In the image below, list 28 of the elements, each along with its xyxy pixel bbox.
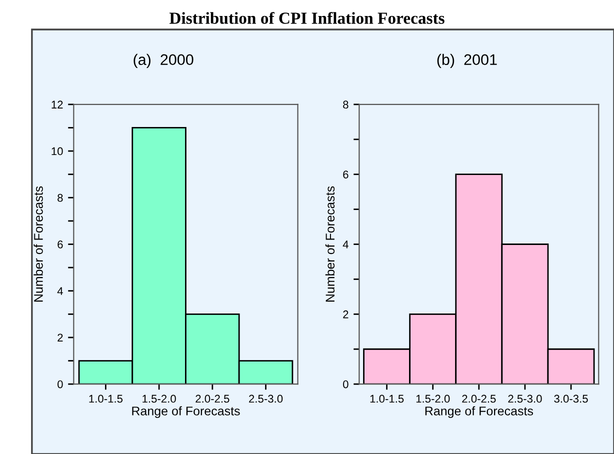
x-tick-label: 2.5-3.0 xyxy=(249,394,283,403)
x-tick-label: 3.0-3.5 xyxy=(554,394,588,403)
y-tick-label: 0 xyxy=(58,380,63,388)
x-tick-label: 2.0-2.5 xyxy=(462,394,496,403)
x-axis-title: Range of Forecasts xyxy=(132,406,240,418)
y-tick-label: 12 xyxy=(52,100,63,108)
x-tick-label: 1.0-1.5 xyxy=(89,394,123,403)
chart-subtitle: (a) 2000 xyxy=(134,54,194,68)
y-tick-label: 0 xyxy=(343,380,348,388)
chart-title: Distribution of CPI Inflation Forecasts xyxy=(169,12,444,24)
x-tick-label: 1.5-2.0 xyxy=(416,394,450,403)
y-tick-label: 6 xyxy=(58,240,63,248)
y-axis-title: Number of Forecasts xyxy=(325,186,335,302)
y-axis-title: Number of Forecasts xyxy=(34,186,43,302)
chart-subtitle: (b) 2001 xyxy=(437,54,497,68)
x-tick-label: 1.5-2.0 xyxy=(142,394,176,403)
y-tick-label: 8 xyxy=(58,194,63,202)
y-tick-label: 4 xyxy=(342,240,348,248)
y-tick-label: 8 xyxy=(343,100,348,109)
y-tick-label: 2 xyxy=(58,334,63,342)
y-tick-label: 4 xyxy=(57,287,63,295)
x-tick-label: 2.0-2.5 xyxy=(196,394,230,403)
y-tick-label: 6 xyxy=(343,170,348,178)
x-tick-label: 2.5-3.0 xyxy=(508,394,542,403)
y-tick-label: 10 xyxy=(52,147,63,156)
x-axis-title: Range of Forecasts xyxy=(425,406,534,418)
x-tick-label: 1.0-1.5 xyxy=(370,394,404,403)
y-tick-label: 2 xyxy=(343,310,348,318)
